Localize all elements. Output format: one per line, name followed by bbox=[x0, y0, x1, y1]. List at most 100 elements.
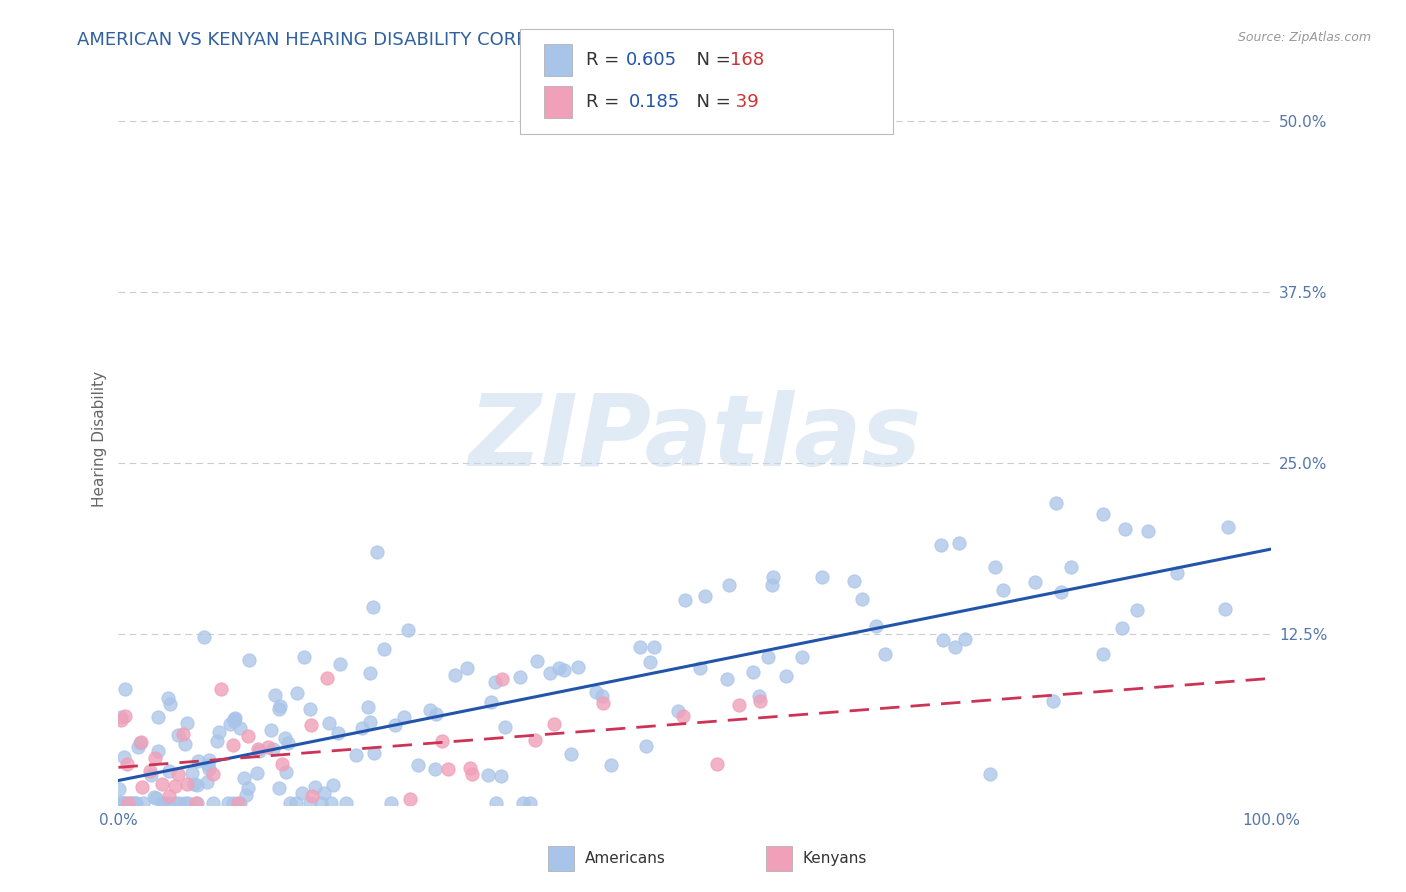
Point bbox=[177, 796, 200, 810]
Point bbox=[235, 788, 257, 802]
Point bbox=[270, 757, 292, 772]
Text: Kenyans: Kenyans bbox=[803, 851, 868, 865]
Point bbox=[186, 796, 208, 810]
Point bbox=[110, 709, 132, 723]
Point bbox=[176, 777, 198, 791]
Point bbox=[277, 735, 299, 749]
Point bbox=[328, 726, 350, 740]
Point bbox=[267, 702, 290, 716]
Point bbox=[553, 663, 575, 677]
Point bbox=[224, 711, 246, 725]
Point bbox=[233, 771, 256, 785]
Text: 168: 168 bbox=[730, 51, 763, 69]
Point bbox=[131, 796, 153, 810]
Point bbox=[262, 741, 284, 756]
Point bbox=[437, 762, 460, 776]
Point bbox=[108, 782, 131, 797]
Point bbox=[152, 796, 174, 810]
Point bbox=[205, 734, 228, 748]
Point bbox=[110, 796, 132, 810]
Y-axis label: Hearing Disability: Hearing Disability bbox=[93, 371, 107, 507]
Point bbox=[157, 691, 180, 706]
Point bbox=[600, 758, 623, 772]
Point bbox=[523, 733, 546, 747]
Point bbox=[761, 578, 783, 592]
Point bbox=[114, 709, 136, 723]
Point bbox=[543, 717, 565, 731]
Point bbox=[485, 796, 508, 810]
Point bbox=[287, 685, 309, 699]
Point bbox=[458, 762, 481, 776]
Point bbox=[247, 742, 270, 756]
Point bbox=[792, 649, 814, 664]
Point bbox=[519, 796, 541, 810]
Point bbox=[628, 640, 651, 655]
Point bbox=[425, 762, 447, 776]
Point bbox=[117, 796, 139, 810]
Point bbox=[263, 688, 285, 702]
Point bbox=[142, 790, 165, 805]
Point bbox=[592, 696, 614, 710]
Point bbox=[125, 796, 148, 810]
Point bbox=[169, 796, 191, 810]
Point bbox=[173, 796, 195, 810]
Point bbox=[419, 703, 441, 717]
Point bbox=[1166, 566, 1188, 581]
Point bbox=[312, 786, 335, 800]
Point bbox=[222, 714, 245, 728]
Point bbox=[749, 694, 772, 708]
Point bbox=[636, 739, 658, 754]
Point bbox=[748, 689, 770, 703]
Point bbox=[406, 758, 429, 772]
Point bbox=[991, 583, 1014, 598]
Point bbox=[193, 630, 215, 644]
Point bbox=[396, 624, 419, 638]
Point bbox=[672, 709, 695, 723]
Point bbox=[195, 775, 218, 789]
Point bbox=[491, 672, 513, 686]
Point bbox=[292, 650, 315, 665]
Point bbox=[477, 768, 499, 782]
Point bbox=[512, 796, 534, 810]
Point bbox=[756, 649, 779, 664]
Point bbox=[717, 578, 740, 592]
Point bbox=[159, 697, 181, 711]
Point bbox=[335, 796, 357, 810]
Point bbox=[775, 669, 797, 683]
Point bbox=[538, 665, 561, 680]
Point bbox=[585, 684, 607, 698]
Point bbox=[359, 714, 381, 729]
Point bbox=[117, 757, 139, 772]
Point bbox=[127, 739, 149, 754]
Point bbox=[392, 710, 415, 724]
Point bbox=[143, 751, 166, 765]
Point bbox=[851, 591, 873, 606]
Point bbox=[217, 796, 239, 810]
Point bbox=[1114, 523, 1136, 537]
Point bbox=[138, 764, 160, 778]
Point bbox=[291, 786, 314, 800]
Point bbox=[329, 657, 352, 671]
Point bbox=[567, 660, 589, 674]
Point bbox=[284, 796, 307, 810]
Point bbox=[444, 668, 467, 682]
Point bbox=[643, 640, 665, 654]
Point bbox=[145, 791, 167, 805]
Point bbox=[318, 716, 340, 731]
Point bbox=[219, 716, 242, 731]
Text: AMERICAN VS KENYAN HEARING DISABILITY CORRELATION CHART: AMERICAN VS KENYAN HEARING DISABILITY CO… bbox=[77, 31, 672, 49]
Point bbox=[111, 796, 134, 810]
Point bbox=[238, 653, 260, 667]
Point bbox=[865, 619, 887, 633]
Point bbox=[363, 746, 385, 760]
Point bbox=[209, 681, 232, 696]
Point bbox=[399, 792, 422, 806]
Point bbox=[246, 766, 269, 780]
Point bbox=[1050, 584, 1073, 599]
Point bbox=[198, 753, 221, 767]
Point bbox=[150, 796, 173, 810]
Point bbox=[484, 675, 506, 690]
Point bbox=[269, 699, 291, 714]
Point bbox=[384, 717, 406, 731]
Point bbox=[139, 768, 162, 782]
